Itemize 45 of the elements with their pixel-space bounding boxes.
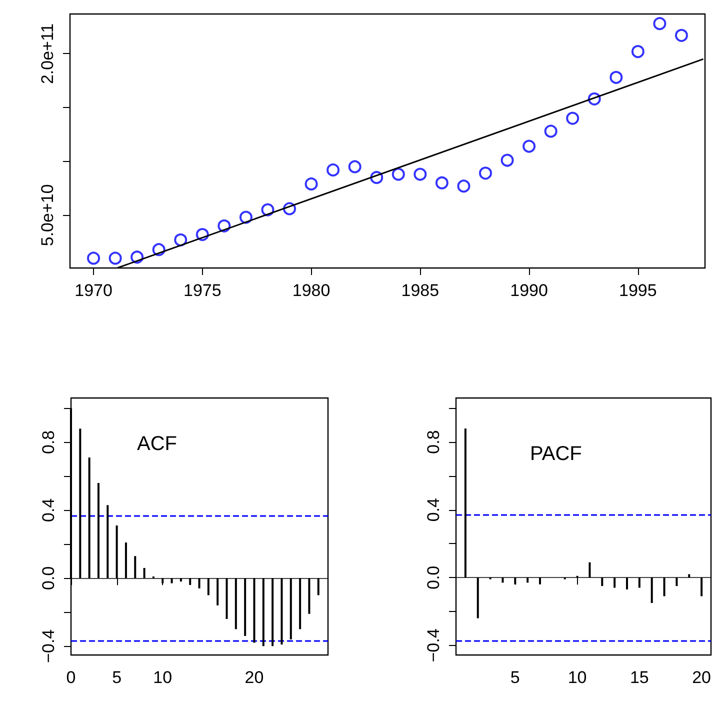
point <box>304 177 318 190</box>
y-tick-label: 0.4 <box>39 498 58 522</box>
x-tick-label: 1980 <box>292 281 330 300</box>
point <box>108 252 122 265</box>
point <box>414 168 427 181</box>
x-tick-label: 0 <box>66 668 76 687</box>
y-tick-label: 0.4 <box>424 498 443 522</box>
point <box>479 166 492 180</box>
x-tick-label: 1970 <box>74 281 112 300</box>
point <box>566 112 580 125</box>
point <box>631 45 644 58</box>
x-tick-label: 20 <box>244 668 264 687</box>
y-tick-label: 5.0e+10 <box>38 184 57 246</box>
point <box>674 28 688 42</box>
y-tick-label: 0.0 <box>424 566 443 590</box>
x-tick-label: 1990 <box>510 281 548 300</box>
point <box>174 233 188 246</box>
point <box>544 124 558 138</box>
x-tick-label: 5 <box>510 668 520 687</box>
point <box>326 163 340 176</box>
y-tick-label: 0.0 <box>39 566 58 590</box>
y-tick-label: 2.0e+11 <box>38 23 57 84</box>
point <box>348 160 362 174</box>
y-tick-label: −0.4 <box>39 629 58 663</box>
x-tick-label: 1985 <box>401 281 440 300</box>
x-tick-label: 1995 <box>619 281 657 300</box>
point <box>435 176 448 190</box>
x-tick-label: 20 <box>692 668 712 687</box>
y-tick-label: −0.4 <box>424 628 443 662</box>
point <box>500 154 514 167</box>
point <box>610 70 623 84</box>
x-tick-label: 10 <box>568 668 587 687</box>
x-tick-label: 5 <box>112 668 122 687</box>
annotation: PACF <box>530 443 582 465</box>
point <box>392 168 405 181</box>
x-tick-label: 1975 <box>183 281 222 300</box>
point <box>653 17 666 30</box>
point <box>522 140 536 153</box>
point <box>457 180 470 193</box>
y-tick-label: 0.8 <box>39 430 58 454</box>
x-tick-label: 10 <box>153 668 172 687</box>
x-tick-label: 15 <box>630 668 649 687</box>
annotation: ACF <box>137 433 177 455</box>
point <box>87 252 100 265</box>
y-tick-label: 0.8 <box>424 430 443 454</box>
